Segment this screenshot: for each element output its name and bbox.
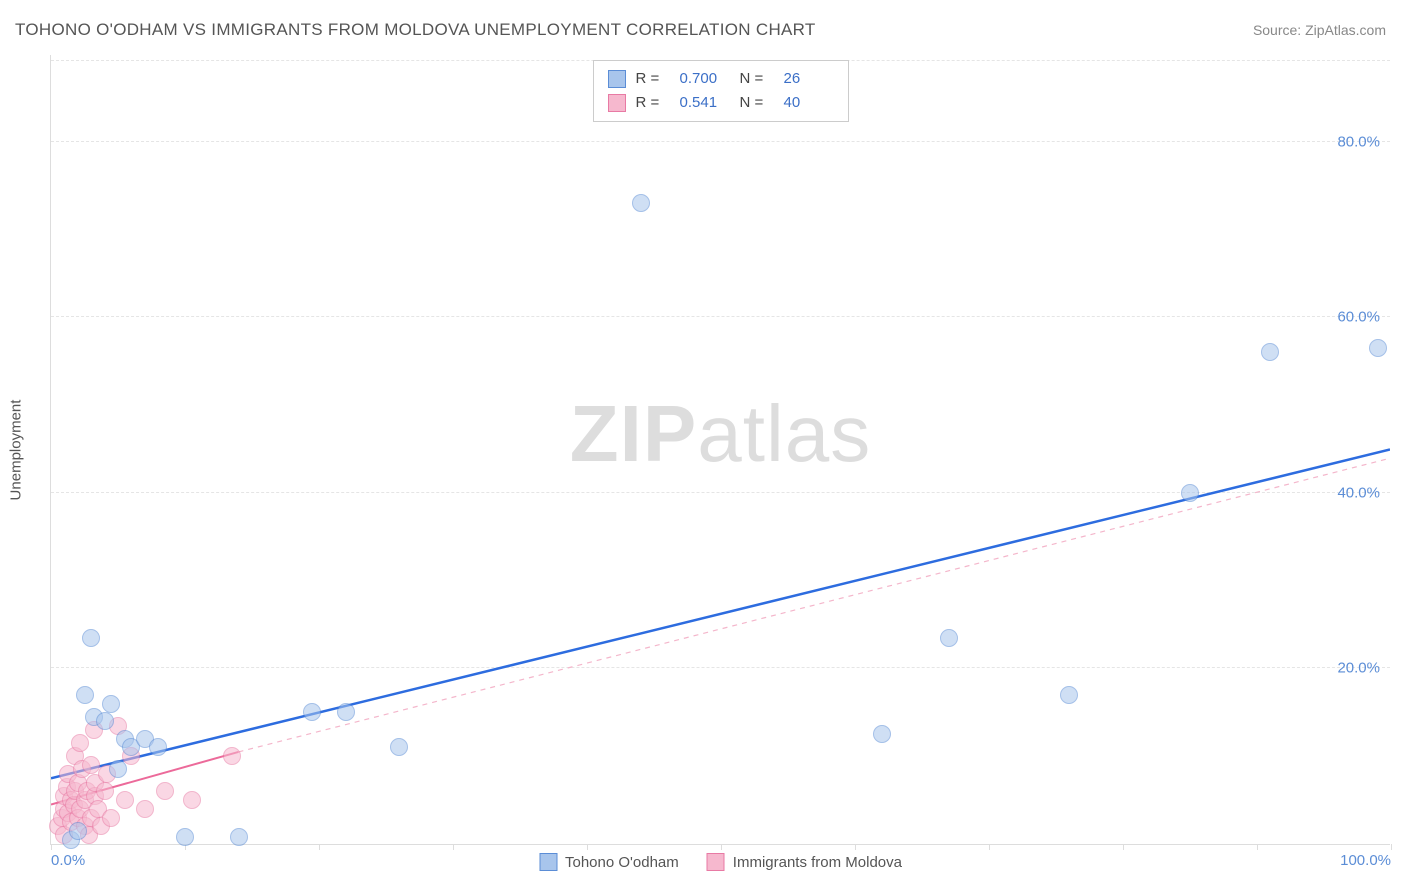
x-tick [989, 844, 990, 850]
legend-correlation: R = 0.700 N = 26 R = 0.541 N = 40 [593, 60, 849, 122]
data-point [183, 791, 201, 809]
r-value-2: 0.541 [680, 91, 730, 115]
r-label: R = [636, 67, 670, 91]
x-tick [1123, 844, 1124, 850]
x-tick [587, 844, 588, 850]
swatch-series-1 [608, 70, 626, 88]
data-point [390, 738, 408, 756]
data-point [632, 194, 650, 212]
gridline [51, 316, 1390, 317]
r-value-1: 0.700 [680, 67, 730, 91]
data-point [109, 760, 127, 778]
legend-item-2: Immigrants from Moldova [707, 853, 902, 871]
y-tick-label: 80.0% [1337, 133, 1380, 150]
data-point [102, 809, 120, 827]
legend-label-1: Tohono O'odham [565, 854, 679, 871]
x-tick [453, 844, 454, 850]
data-point [176, 828, 194, 846]
y-tick-label: 40.0% [1337, 484, 1380, 501]
legend-item-1: Tohono O'odham [539, 853, 679, 871]
legend-row-series-1: R = 0.700 N = 26 [608, 67, 834, 91]
watermark-light: atlas [697, 389, 871, 478]
n-value-2: 40 [784, 91, 834, 115]
data-point [116, 791, 134, 809]
x-tick-label: 0.0% [51, 852, 85, 869]
data-point [223, 747, 241, 765]
n-label: N = [740, 91, 774, 115]
data-point [230, 828, 248, 846]
legend-series: Tohono O'odham Immigrants from Moldova [539, 853, 902, 871]
data-point [71, 734, 89, 752]
swatch-bottom-1 [539, 853, 557, 871]
source-label: Source: ZipAtlas.com [1253, 22, 1386, 38]
legend-row-series-2: R = 0.541 N = 40 [608, 91, 834, 115]
data-point [337, 703, 355, 721]
r-label: R = [636, 91, 670, 115]
data-point [102, 695, 120, 713]
plot-area: Unemployment ZIPatlas 20.0%40.0%60.0%80.… [50, 55, 1390, 845]
data-point [156, 782, 174, 800]
x-tick [1257, 844, 1258, 850]
x-tick [51, 844, 52, 850]
y-tick-label: 60.0% [1337, 309, 1380, 326]
x-tick [855, 844, 856, 850]
data-point [873, 725, 891, 743]
watermark-bold: ZIP [570, 389, 697, 478]
gridline [51, 141, 1390, 142]
data-point [69, 822, 87, 840]
data-point [1060, 686, 1078, 704]
data-point [96, 712, 114, 730]
data-point [76, 686, 94, 704]
data-point [1181, 484, 1199, 502]
data-point [82, 629, 100, 647]
swatch-bottom-2 [707, 853, 725, 871]
n-value-1: 26 [784, 67, 834, 91]
x-tick-label: 100.0% [1340, 852, 1391, 869]
x-tick [319, 844, 320, 850]
y-axis-title: Unemployment [8, 399, 25, 500]
x-tick [1391, 844, 1392, 850]
chart-title: TOHONO O'ODHAM VS IMMIGRANTS FROM MOLDOV… [15, 20, 816, 40]
data-point [149, 738, 167, 756]
gridline [51, 667, 1390, 668]
data-point [136, 800, 154, 818]
data-point [96, 782, 114, 800]
data-point [1261, 343, 1279, 361]
n-label: N = [740, 67, 774, 91]
swatch-series-2 [608, 94, 626, 112]
data-point [940, 629, 958, 647]
data-point [1369, 339, 1387, 357]
data-point [303, 703, 321, 721]
trend-line [238, 458, 1390, 752]
y-tick-label: 20.0% [1337, 660, 1380, 677]
x-tick [721, 844, 722, 850]
legend-label-2: Immigrants from Moldova [733, 854, 902, 871]
watermark: ZIPatlas [570, 388, 871, 480]
